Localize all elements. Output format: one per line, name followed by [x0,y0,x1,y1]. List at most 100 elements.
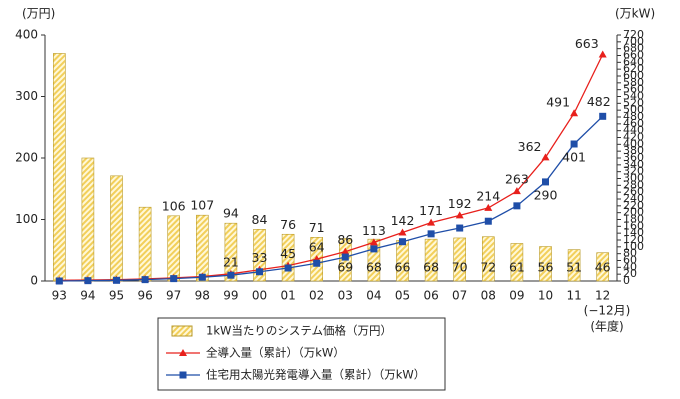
y2-tick-label: 40 [623,260,637,273]
marker [227,271,235,279]
y-tick-label: 200 [15,151,38,165]
bar-label: 84 [252,212,268,227]
line-label: 663 [575,36,599,51]
bar-label: 94 [223,206,239,221]
y2-tick-label: 60 [623,254,637,267]
y2-tick-label: 700 [623,35,644,48]
x-tick-label: 94 [80,289,95,303]
line-label: 45 [280,246,296,261]
bar [510,243,524,282]
bar-label: 76 [280,217,296,232]
x-tick-label: 01 [280,289,295,303]
marker [598,50,607,58]
y2-tick-label: 560 [623,83,644,96]
y2-tick-label: 500 [623,103,644,116]
bar-label: 106 [162,198,186,213]
x-tick-label: 06 [423,289,438,303]
bar-label: 56 [538,260,554,275]
marker [542,178,549,186]
bar [224,222,238,282]
x-tick-label: 02 [309,289,324,303]
legend: 1kW当たりのシステム価格（万円） 全導入量（累計）（万kW） 住宅用太陽光発電導入… [166,324,425,382]
y2-tick-label: 280 [623,178,644,191]
y2-tick-label: 80 [623,247,637,260]
line-label: 401 [562,149,586,164]
y2-tick-label: 460 [623,117,644,130]
line-label: 64 [309,240,325,255]
x-tick-label: 95 [109,289,124,303]
y2-tick-label: 580 [623,76,644,89]
marker [484,217,492,225]
bar [424,238,438,282]
y2-tick-label: 320 [623,165,644,178]
y2-tick-label: 520 [623,96,644,109]
bar-label: 72 [480,260,496,275]
y2-tick-label: 340 [623,158,644,171]
y2-tick-label: 300 [623,172,644,185]
bar [52,53,66,282]
y2-tick-label: 620 [623,62,644,75]
y2-unit: (万kW) [615,7,655,21]
bar-label: 68 [366,260,382,275]
line-label: 86 [337,232,353,247]
marker [113,276,120,284]
legend-label: 1kW当たりのシステム価格（万円） [206,324,392,338]
marker [141,276,149,284]
marker [256,268,263,276]
y2-tick-label: 720 [623,28,644,41]
y2-tick-label: 420 [623,131,644,144]
y2-tick-label: 240 [623,192,644,205]
marker [313,259,321,267]
legend-marker [179,371,187,379]
marker [541,153,550,161]
x-tick-label: 05 [395,289,410,303]
x-tick-label: 07 [452,289,467,303]
marker [198,273,206,281]
y-unit: (万円) [22,7,55,21]
x-note: (−12月) [584,304,631,318]
marker [599,112,607,120]
y2-tick-label: 140 [623,226,644,239]
y2-tick-label: 200 [623,206,644,219]
bar [596,252,610,282]
y-tick-label: 400 [15,28,38,42]
x-tick-label: 96 [137,289,152,303]
bar [567,249,581,282]
legend-marker [179,349,187,356]
y2-tick-label: 180 [623,213,644,226]
line-label: 192 [448,196,472,211]
bar [453,237,467,282]
line-label: 171 [419,203,443,218]
line-label: 142 [391,213,415,228]
y2-tick-label: 20 [623,267,637,280]
marker [399,238,406,246]
x-tick-label: 03 [338,289,353,303]
marker [455,211,464,219]
x-tick-label: 11 [566,289,581,303]
line-label: 214 [476,188,500,203]
y2-tick-label: 0 [623,274,630,287]
line-label: 263 [505,172,529,187]
legend-label: 全導入量（累計）（万kW） [206,346,345,360]
marker [370,245,378,253]
bar-label: 46 [595,260,611,275]
y2-tick-label: 660 [623,49,644,62]
y2-tick-label: 220 [623,199,644,212]
legend-label: 住宅用太陽光発電導入量（累計）（万kW） [206,368,425,382]
y2-tick-label: 440 [623,124,644,137]
marker [284,264,292,272]
line-label: 482 [587,94,611,109]
y2-tick-label: 540 [623,90,644,103]
bar [138,206,152,282]
bar-label: 70 [452,260,468,275]
bar-label: 71 [309,220,325,235]
y2-tick-label: 100 [623,240,644,253]
y-tick-label: 0 [30,274,38,288]
x-tick-label: 00 [252,289,267,303]
x-tick-label: 04 [366,289,381,303]
marker [427,230,435,238]
line-label: 21 [223,254,239,269]
marker [369,238,378,246]
marker [570,109,579,117]
bar-label: 61 [509,260,525,275]
